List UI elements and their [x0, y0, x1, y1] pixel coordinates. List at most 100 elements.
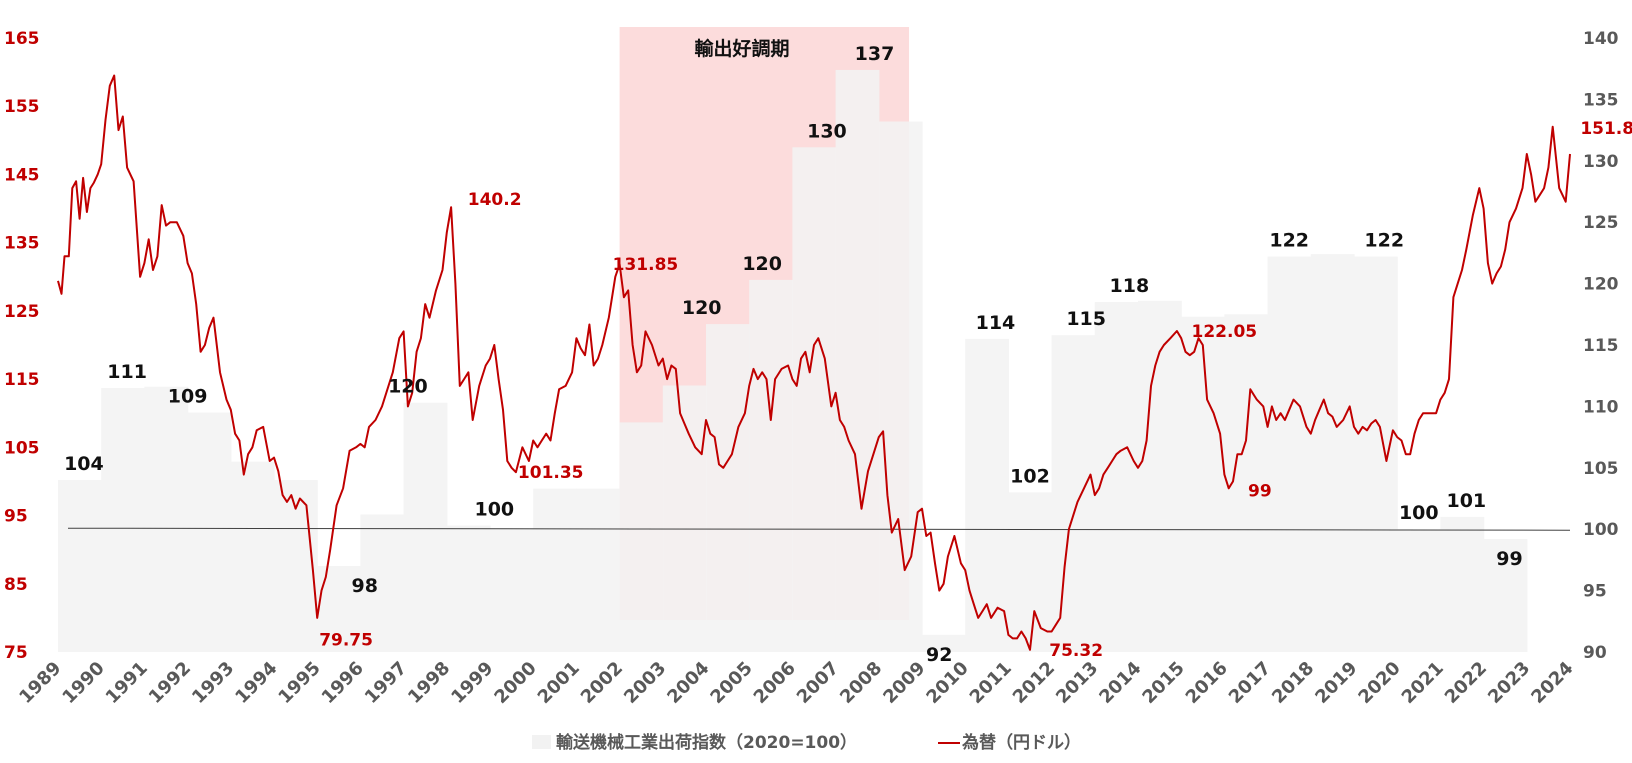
- index-bar: [922, 634, 966, 652]
- x-axis-tick-label: 1992: [145, 658, 195, 708]
- baseline-layer: [67, 527, 1571, 531]
- index-bar: [1397, 529, 1441, 652]
- index-value-label: 114: [976, 312, 1016, 334]
- index-value-label: 102: [1010, 465, 1050, 487]
- right-axis-tick-label: 105: [1583, 459, 1619, 479]
- index-bar: [1008, 492, 1053, 652]
- x-axis-tick-label: 1991: [102, 658, 152, 708]
- index-bar: [187, 412, 232, 652]
- index-value-label: 111: [107, 361, 147, 383]
- fx-value-label: 131.85: [613, 255, 679, 275]
- x-axis-tick-label: 1996: [318, 658, 368, 708]
- x-axis-tick-label: 2004: [663, 658, 713, 708]
- x-axis-tick-label: 1997: [361, 658, 411, 708]
- baseline-100: [67, 527, 1571, 531]
- x-axis-tick-label: 1994: [231, 658, 281, 708]
- fx-value-label: 140.2: [468, 190, 522, 210]
- x-axis-tick-label: 2014: [1095, 658, 1145, 708]
- left-axis-tick-label: 125: [4, 302, 40, 322]
- index-bar: [490, 529, 534, 652]
- index-bar: [446, 525, 491, 652]
- x-axis-tick-label: 1999: [447, 658, 497, 708]
- index-value-label: 101: [1446, 490, 1486, 512]
- x-axis-tick-label: 2009: [879, 658, 929, 708]
- index-bar: [749, 279, 793, 652]
- legend: 輸送機械工業出荷指数（2020=100） 為替（円ドル）: [532, 732, 1081, 753]
- x-axis-tick-label: 2017: [1225, 658, 1275, 708]
- fx-value-label: 101.35: [518, 463, 584, 483]
- index-bar: [1354, 256, 1398, 652]
- index-value-label: 115: [1066, 308, 1106, 330]
- fx-value-label: 151.8: [1580, 119, 1632, 139]
- index-value-label: 120: [682, 297, 722, 319]
- index-bar: [619, 422, 664, 652]
- left-axis-tick-label: 95: [4, 507, 28, 527]
- index-bar: [1094, 302, 1139, 652]
- x-axis-tick-label: 2007: [793, 658, 843, 708]
- x-axis-tick-label: 1998: [404, 658, 454, 708]
- index-bar: [1440, 516, 1485, 652]
- index-bar: [101, 387, 145, 652]
- index-bar: [1138, 300, 1182, 652]
- right-axis-tick-label: 135: [1583, 90, 1619, 110]
- index-value-label: 130: [807, 120, 847, 142]
- x-axis-tick-label: 2013: [1052, 658, 1102, 708]
- legend-bar-label: 輸送機械工業出荷指数（2020=100）: [556, 732, 857, 753]
- x-axis-tick-label: 1989: [15, 658, 65, 708]
- x-axis-tick-label: 2005: [706, 658, 756, 708]
- x-axis-tick-label: 2011: [966, 658, 1016, 708]
- fx-value-label: 122.05: [1192, 322, 1258, 342]
- right-axis-tick-label: 90: [1583, 643, 1607, 663]
- index-value-label: 122: [1269, 230, 1309, 252]
- left-axis-tick-label: 115: [4, 370, 40, 390]
- right-axis-tick-label: 115: [1583, 336, 1619, 356]
- right-axis-tick-label: 130: [1583, 152, 1619, 172]
- index-bar: [58, 480, 102, 652]
- index-bar: [792, 147, 837, 653]
- right-axis-tick-label: 95: [1583, 582, 1607, 602]
- index-value-label: 120: [388, 376, 428, 398]
- index-bar: [1267, 256, 1312, 652]
- right-axis-tick-label: 120: [1583, 275, 1619, 295]
- index-bar: [1310, 254, 1355, 653]
- fx-value-label: 99: [1248, 481, 1272, 501]
- index-value-label: 120: [742, 253, 782, 275]
- left-axis-tick-label: 165: [4, 29, 40, 49]
- left-axis-tick-label: 75: [4, 643, 28, 663]
- index-bar: [144, 386, 189, 652]
- x-axis-tick-label: 2024: [1527, 658, 1577, 708]
- x-axis-tick-label: 2002: [577, 658, 627, 708]
- highlight-region-label: 輸出好調期: [694, 37, 789, 60]
- index-bar: [533, 488, 577, 652]
- index-bar: [1051, 335, 1096, 652]
- left-axis-tick-label: 135: [4, 234, 40, 254]
- index-value-label: 118: [1110, 275, 1150, 297]
- fx-line-layer: [57, 74, 1571, 651]
- index-bar: [706, 324, 750, 652]
- x-axis-tick-label: 2021: [1398, 658, 1448, 708]
- x-axis-tick-label: 2006: [750, 658, 800, 708]
- index-value-label: 137: [855, 43, 895, 65]
- right-axis-tick-label: 100: [1583, 520, 1619, 540]
- left-axis-tick-label: 155: [4, 97, 40, 117]
- fx-value-labels: 79.75 140.2 101.35 131.85 75.32 122.05 99 151.8: [319, 119, 1632, 661]
- x-axis-tick-label: 1990: [58, 658, 108, 708]
- x-axis-tick-label: 1993: [188, 658, 238, 708]
- index-bar: [662, 385, 707, 652]
- index-value-label: 122: [1364, 230, 1404, 252]
- x-axis-tick-label: 2019: [1311, 658, 1361, 708]
- x-axis-tick-label: 2022: [1441, 658, 1491, 708]
- left-axis: 75 85 95 105 115 125 135 145 155 165: [4, 29, 40, 663]
- x-axis-tick-label: 2008: [836, 658, 886, 708]
- x-axis-tick-label: 2023: [1484, 658, 1534, 708]
- index-value-label: 98: [351, 575, 377, 597]
- right-axis-tick-label: 110: [1583, 397, 1619, 417]
- x-axis-tick-label: 2000: [490, 658, 540, 708]
- x-axis-tick-label: 2020: [1354, 658, 1404, 708]
- index-bar: [230, 461, 275, 652]
- index-bar: [1483, 539, 1528, 652]
- legend-line-label: 為替（円ドル）: [962, 732, 1081, 753]
- index-value-label: 100: [1399, 502, 1439, 524]
- right-axis-tick-label: 140: [1583, 29, 1619, 49]
